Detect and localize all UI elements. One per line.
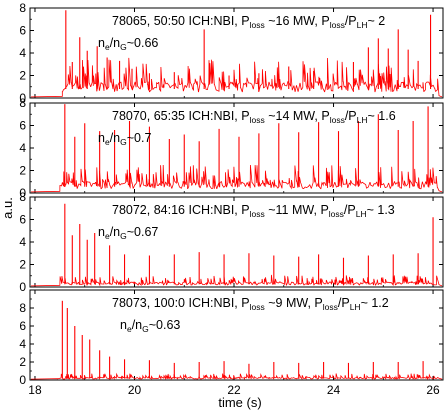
shot-annotation: 78070, 65:35 ICH:NBI, Ploss ~14 MW, Plos… xyxy=(112,109,396,125)
y-tick-label: 2 xyxy=(19,164,26,178)
y-tick-label: 6 xyxy=(19,213,26,227)
y-tick-label: 6 xyxy=(19,319,26,333)
density-annotation: ne/nG~0.7 xyxy=(98,131,151,147)
y-tick-label: 8 xyxy=(19,96,26,110)
y-tick-label: 2 xyxy=(19,69,26,83)
shot-annotation: 78065, 50:50 ICH:NBI, Ploss ~16 MW, Plos… xyxy=(112,14,385,30)
y-tick-label: 8 xyxy=(19,1,26,15)
y-tick-label: 0 xyxy=(19,186,26,200)
y-tick-label: 4 xyxy=(19,235,26,249)
x-tick-label: 18 xyxy=(28,383,42,397)
panel-3: 0 2 4 6 8 78072, 84:16 ICH:NBI, Ploss ~11 MW,… xyxy=(19,190,444,294)
y-tick-label: 2 xyxy=(19,355,26,369)
y-tick-label: 0 xyxy=(19,373,26,387)
density-annotation: ne/nG~0.67 xyxy=(98,225,158,241)
x-tick-label: 20 xyxy=(128,383,142,397)
panel-2: 0 2 4 6 8 78070, 65:35 ICH:NBI, Ploss ~14 MW,… xyxy=(19,96,444,200)
y-tick-label: 8 xyxy=(19,301,26,315)
y-tick-label: 6 xyxy=(19,24,26,38)
x-tick-label: 22 xyxy=(227,383,241,397)
y-tick-label: 4 xyxy=(19,141,26,155)
y-tick-label: 0 xyxy=(19,91,26,105)
y-tick-label: 6 xyxy=(19,119,26,133)
x-tick-label: 24 xyxy=(327,383,341,397)
signal-trace xyxy=(30,57,443,98)
shot-annotation: 78073, 100:0 ICH:NBI, Ploss ~9 MW, Ploss… xyxy=(112,296,389,312)
signal-trace xyxy=(30,164,443,193)
x-tick-label: 26 xyxy=(426,383,440,397)
shot-annotation: 78072, 84:16 ICH:NBI, Ploss ~11 MW, Plos… xyxy=(112,203,395,219)
signal-trace xyxy=(30,274,443,287)
y-tick-label: 2 xyxy=(19,258,26,272)
y-tick-label: 0 xyxy=(19,280,26,294)
y-tick-label: 4 xyxy=(19,46,26,60)
panel-4: 0 2 4 6 8 78073, 100:0 ICH:NBI, Ploss ~9 MW, … xyxy=(19,289,444,387)
signal-trace xyxy=(30,372,443,381)
density-annotation: ne/nG~0.63 xyxy=(120,318,180,334)
x-axis-label: time (s) xyxy=(218,395,261,410)
density-annotation: ne/nG~0.66 xyxy=(98,36,158,52)
y-tick-label: 8 xyxy=(19,190,26,204)
y-tick-label: 4 xyxy=(19,337,26,351)
panel-1: 0 2 4 6 8 78065, 50:50 ICH:NBI, Ploss ~16 MW,… xyxy=(19,1,444,105)
x-tick-labels: 18 20 22 24 26 xyxy=(28,383,440,397)
y-axis-label: a.u. xyxy=(0,197,15,219)
